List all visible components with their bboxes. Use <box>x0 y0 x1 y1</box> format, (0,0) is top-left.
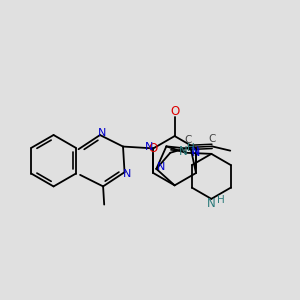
Text: N: N <box>192 148 200 158</box>
Text: N: N <box>191 146 199 156</box>
Text: C: C <box>208 134 216 144</box>
Text: N: N <box>122 169 131 179</box>
Text: H: H <box>187 143 195 154</box>
Text: O: O <box>170 105 179 118</box>
Text: N: N <box>156 162 165 172</box>
Text: O: O <box>149 142 158 155</box>
Text: N: N <box>98 128 106 138</box>
Text: C: C <box>185 135 192 145</box>
Text: N: N <box>145 142 153 152</box>
Text: H: H <box>217 195 225 205</box>
Text: N: N <box>179 145 188 158</box>
Text: N: N <box>207 196 216 210</box>
